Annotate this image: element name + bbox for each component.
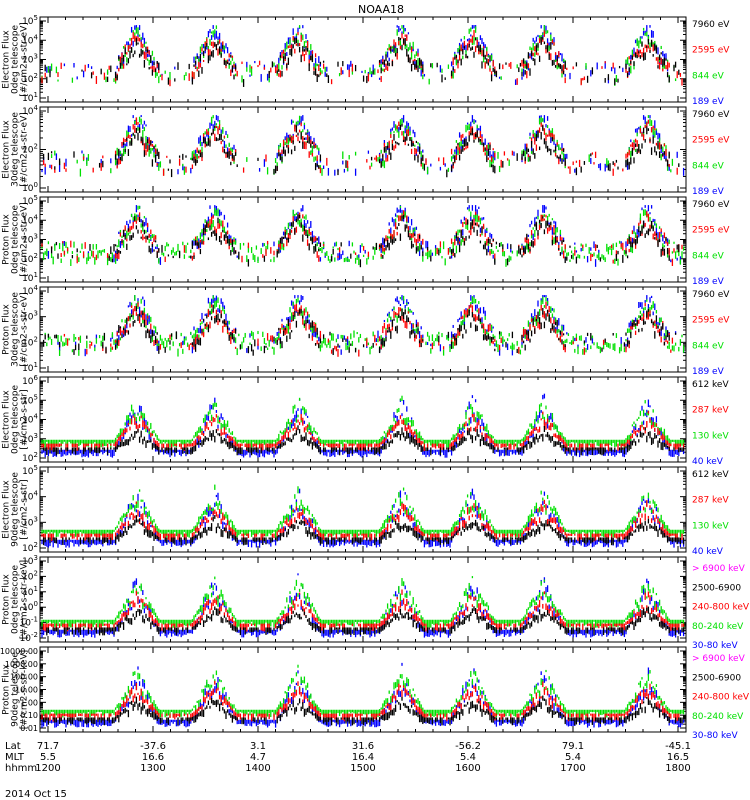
series-green bbox=[41, 25, 677, 86]
series-black bbox=[42, 123, 680, 178]
legend-entry: 2595 eV bbox=[692, 316, 730, 326]
y-tick-label: 103 bbox=[22, 432, 38, 445]
legend-entry: 189 eV bbox=[692, 97, 725, 107]
y-axis-label: TEDProton Flux0deg telescope[#/cm2-s-str… bbox=[0, 202, 30, 277]
series-black bbox=[42, 304, 677, 356]
y-tick-label: 102 bbox=[22, 335, 38, 348]
legend-entry: 40 keV bbox=[692, 457, 724, 467]
legend-entry: 7960 eV bbox=[692, 110, 730, 120]
y-tick-label: 104 bbox=[22, 213, 38, 226]
legend-entry: 189 eV bbox=[692, 277, 725, 287]
series-black bbox=[44, 36, 680, 87]
legend-entry: 844 eV bbox=[692, 251, 725, 261]
y-tick-label: 102 bbox=[22, 143, 38, 156]
y-tick-label: 100 bbox=[22, 181, 38, 194]
legend-entry: 7960 eV bbox=[692, 200, 730, 210]
plot-title: NOAA18 bbox=[358, 3, 404, 16]
legend-entry: 189 eV bbox=[692, 187, 725, 197]
legend-entry: 2595 eV bbox=[692, 136, 730, 146]
panel-frame bbox=[39, 286, 687, 373]
y-axis-label: TEDElectron Flux0deg telescope[#/cm2-s-s… bbox=[0, 22, 30, 97]
y-tick-label: 106 bbox=[22, 374, 38, 387]
y-tick-label: 103 bbox=[22, 233, 38, 246]
y-tick-label: 105 bbox=[22, 393, 38, 406]
y-tick-label: 102 bbox=[22, 72, 38, 85]
series-red bbox=[41, 210, 683, 266]
legend-entry: 2595 eV bbox=[692, 226, 730, 236]
legend-entry: 844 eV bbox=[692, 341, 725, 351]
y-tick-label: 104 bbox=[22, 33, 38, 46]
y-tick-label: 104 bbox=[22, 104, 38, 117]
legend-entry: 287 keV bbox=[692, 406, 729, 416]
legend-entry: 7960 eV bbox=[692, 290, 730, 300]
legend-entry: 7960 eV bbox=[692, 20, 730, 30]
y-tick-label: 105 bbox=[22, 194, 38, 207]
y-tick-label: 102 bbox=[22, 451, 38, 464]
legend-entry: 189 eV bbox=[692, 367, 725, 377]
y-tick-label: 104 bbox=[22, 284, 38, 297]
series-black bbox=[50, 214, 680, 268]
y-axis-label: MEPEDElectron Flux0deg telescope[#/cm2-s… bbox=[0, 385, 30, 455]
y-tick-label: 101 bbox=[22, 271, 38, 284]
y-tick-label: 103 bbox=[22, 53, 38, 66]
y-axis-label: TEDElectron Flux30deg telescope[#/cm2-s-… bbox=[0, 112, 30, 187]
series-blue bbox=[57, 295, 685, 357]
legend-entry: 844 eV bbox=[692, 71, 725, 81]
y-tick-label: 105 bbox=[22, 14, 38, 27]
y-axis-label: TEDProton Flux30deg telescope[#/cm2-s-st… bbox=[0, 292, 30, 367]
series-red bbox=[41, 30, 683, 87]
y-tick-label: 101 bbox=[22, 91, 38, 104]
legend-entry: 2595 eV bbox=[692, 46, 730, 56]
legend-entry: 612 keV bbox=[692, 380, 729, 390]
y-tick-label: 101 bbox=[22, 361, 38, 374]
y-tick-label: 103 bbox=[22, 310, 38, 323]
legend-entry: 844 eV bbox=[692, 161, 725, 171]
y-tick-label: 102 bbox=[22, 252, 38, 265]
legend-entry: 130 keV bbox=[692, 431, 729, 441]
y-tick-label: 104 bbox=[22, 413, 38, 426]
